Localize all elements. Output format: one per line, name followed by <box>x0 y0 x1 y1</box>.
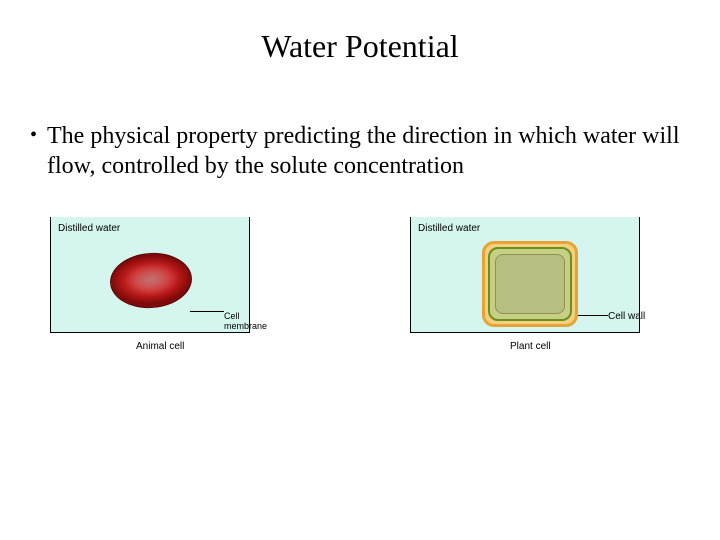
bullet-marker: • <box>30 121 37 149</box>
distilled-water-label: Distilled water <box>58 223 120 234</box>
plant-cell-caption: Plant cell <box>510 341 551 352</box>
diagram-row: Distilled water Cell membrane Animal cel… <box>0 211 720 381</box>
animal-cell-diagram: Distilled water Cell membrane Animal cel… <box>50 211 310 381</box>
animal-cell-caption: Animal cell <box>136 341 184 352</box>
red-blood-cell-icon <box>110 253 192 308</box>
membrane-leader-line <box>190 311 224 312</box>
wall-leader-line <box>578 315 608 316</box>
distilled-water-label: Distilled water <box>418 223 480 234</box>
page-title: Water Potential <box>0 0 720 65</box>
plant-cell-icon <box>482 241 578 327</box>
bullet-text: The physical property predicting the dir… <box>47 121 680 181</box>
vacuole-icon <box>495 254 565 314</box>
bullet-item: • The physical property predicting the d… <box>30 121 680 181</box>
plant-cell-diagram: Distilled water Cell wall Plant cell <box>410 211 670 381</box>
cell-membrane-label: Cell membrane <box>224 311 267 331</box>
cell-wall-label: Cell wall <box>608 311 645 322</box>
